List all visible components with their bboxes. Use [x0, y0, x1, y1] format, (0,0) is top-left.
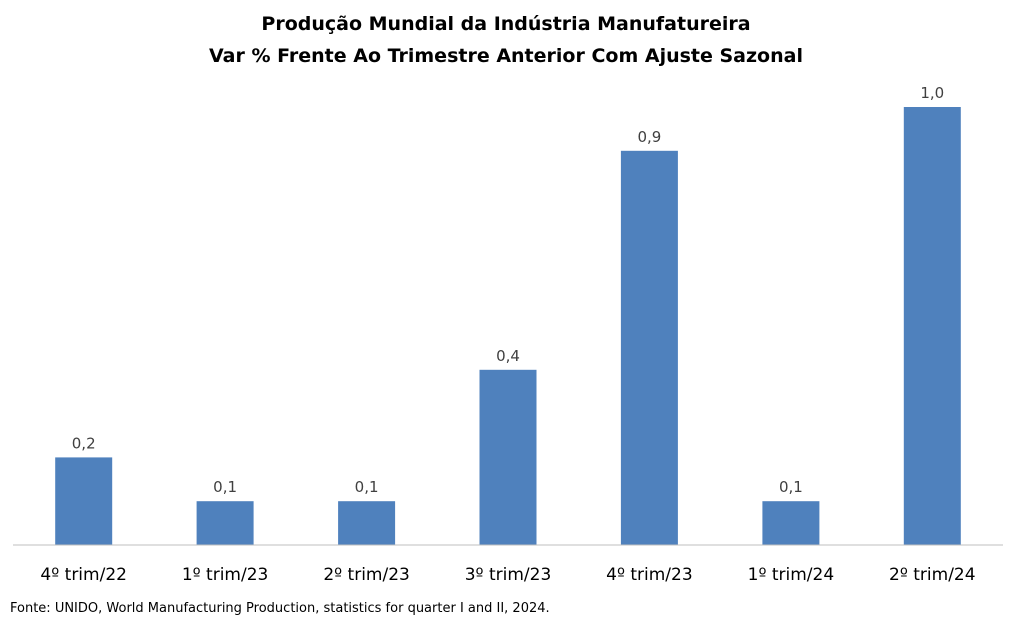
bar-6 — [903, 107, 961, 545]
data-labels-group: 0,2 0,1 0,1 0,4 0,9 0,1 1,0 — [72, 84, 944, 496]
source-note: Fonte: UNIDO, World Manufacturing Produc… — [10, 601, 550, 616]
data-label-6: 1,0 — [920, 84, 944, 102]
x-tick-label-4: 4º trim/23 — [606, 565, 693, 585]
data-label-1: 0,1 — [213, 478, 237, 496]
x-tick-label-5: 1º trim/24 — [748, 565, 835, 585]
x-tick-label-3: 3º trim/23 — [465, 565, 552, 585]
data-label-4: 0,9 — [637, 128, 661, 146]
bar-0 — [55, 457, 113, 545]
data-label-5: 0,1 — [779, 478, 803, 496]
data-label-2: 0,1 — [355, 478, 379, 496]
bar-2 — [338, 501, 396, 545]
bar-4 — [620, 150, 678, 546]
bar-5 — [762, 501, 820, 545]
x-tick-label-2: 2º trim/23 — [323, 565, 410, 585]
chart-title-line-2: Var % Frente Ao Trimestre Anterior Com A… — [209, 45, 803, 67]
bar-1 — [196, 501, 254, 545]
x-tick-label-6: 2º trim/24 — [889, 565, 976, 585]
data-label-0: 0,2 — [72, 434, 96, 452]
x-tick-label-1: 1º trim/23 — [182, 565, 269, 585]
data-label-3: 0,4 — [496, 347, 520, 365]
chart-title-line-1: Produção Mundial da Indústria Manufature… — [261, 13, 750, 35]
bars-group — [55, 107, 961, 546]
bar-3 — [479, 369, 537, 545]
x-tick-labels-group: 4º trim/22 1º trim/23 2º trim/23 3º trim/23… — [40, 565, 975, 585]
x-tick-label-0: 4º trim/22 — [40, 565, 127, 585]
